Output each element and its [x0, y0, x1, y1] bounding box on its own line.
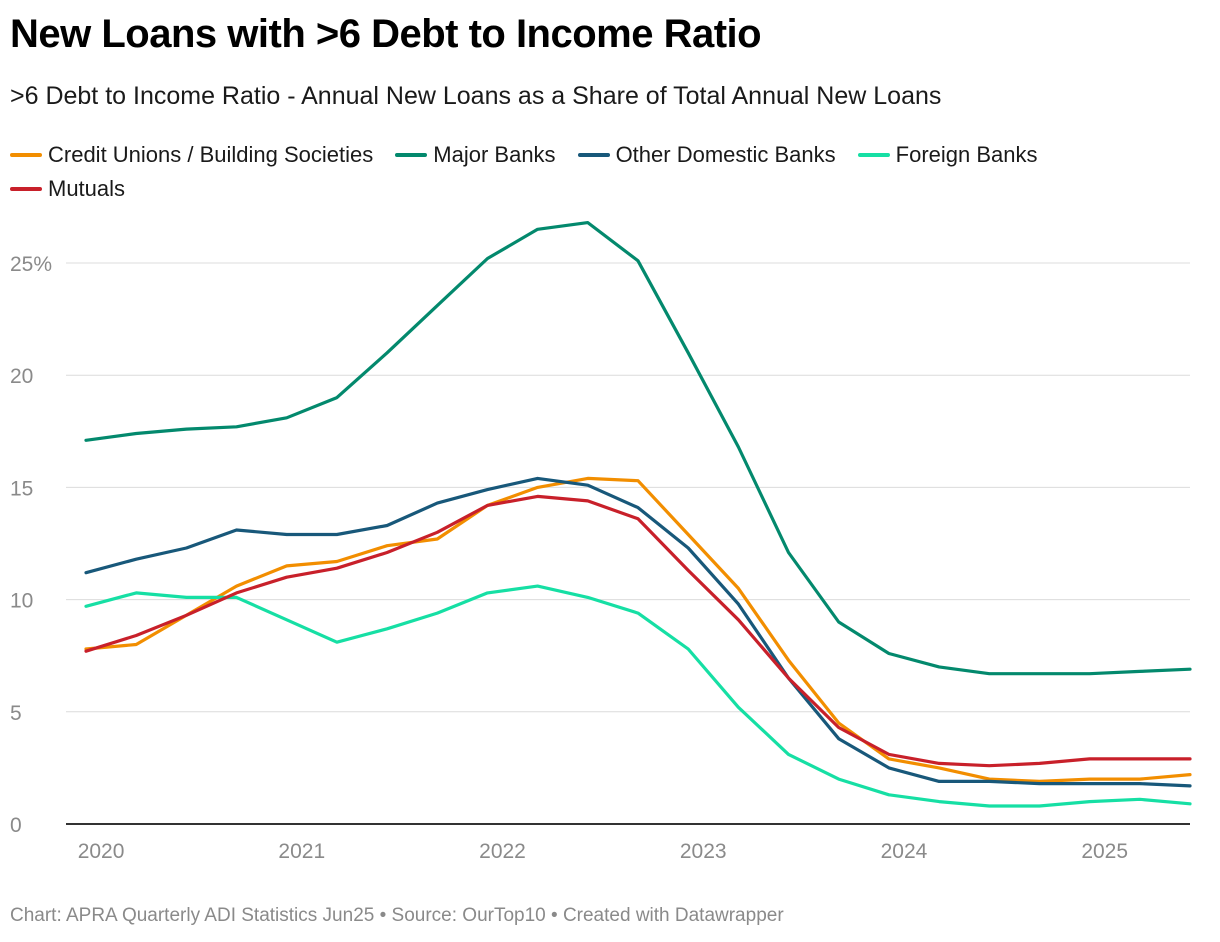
- legend-swatch: [10, 153, 42, 157]
- x-tick-label: 2023: [680, 840, 727, 863]
- x-tick-label: 2025: [1081, 840, 1128, 863]
- legend-item-mutuals: Mutuals: [10, 176, 125, 202]
- y-tick-label: 25%: [10, 253, 52, 276]
- chart-title: New Loans with >6 Debt to Income Ratio: [10, 12, 762, 56]
- legend-item-foreign-banks: Foreign Banks: [857, 142, 1038, 168]
- legend-swatch: [395, 153, 428, 157]
- x-tick-label: 2021: [278, 840, 325, 863]
- series-line-other-domestic-banks: [84, 476, 1192, 788]
- legend-label: Major Banks: [433, 142, 556, 167]
- legend: Credit Unions / Building Societies Major…: [10, 138, 1190, 206]
- y-tick-label: 10: [10, 590, 33, 613]
- chart-footer: Chart: APRA Quarterly ADI Statistics Jun…: [10, 905, 784, 926]
- legend-label: Foreign Banks: [895, 142, 1038, 167]
- legend-item-credit-unions: Credit Unions / Building Societies: [10, 142, 373, 168]
- x-tick-label: 2024: [881, 840, 928, 863]
- series-line-credit-unions-building-societies: [84, 476, 1192, 784]
- x-tick-label: 2022: [479, 840, 526, 863]
- series-line-foreign-banks: [84, 584, 1192, 808]
- legend-swatch: [857, 153, 890, 157]
- legend-swatch: [10, 187, 42, 191]
- x-tick-label: 2020: [78, 840, 125, 863]
- y-tick-label: 0: [10, 814, 22, 837]
- chart-subtitle: >6 Debt to Income Ratio - Annual New Loa…: [10, 82, 942, 110]
- legend-label: Credit Unions / Building Societies: [48, 142, 374, 167]
- legend-item-major-banks: Major Banks: [395, 142, 556, 168]
- legend-swatch: [577, 153, 610, 157]
- legend-label: Other Domestic Banks: [615, 142, 836, 167]
- y-tick-label: 20: [10, 365, 33, 388]
- y-tick-label: 15: [10, 477, 33, 500]
- legend-item-other-domestic-banks: Other Domestic Banks: [577, 142, 836, 168]
- legend-label: Mutuals: [48, 176, 126, 201]
- y-tick-label: 5: [10, 702, 22, 725]
- series-line-mutuals: [84, 494, 1192, 768]
- series-line-major-banks: [84, 221, 1192, 676]
